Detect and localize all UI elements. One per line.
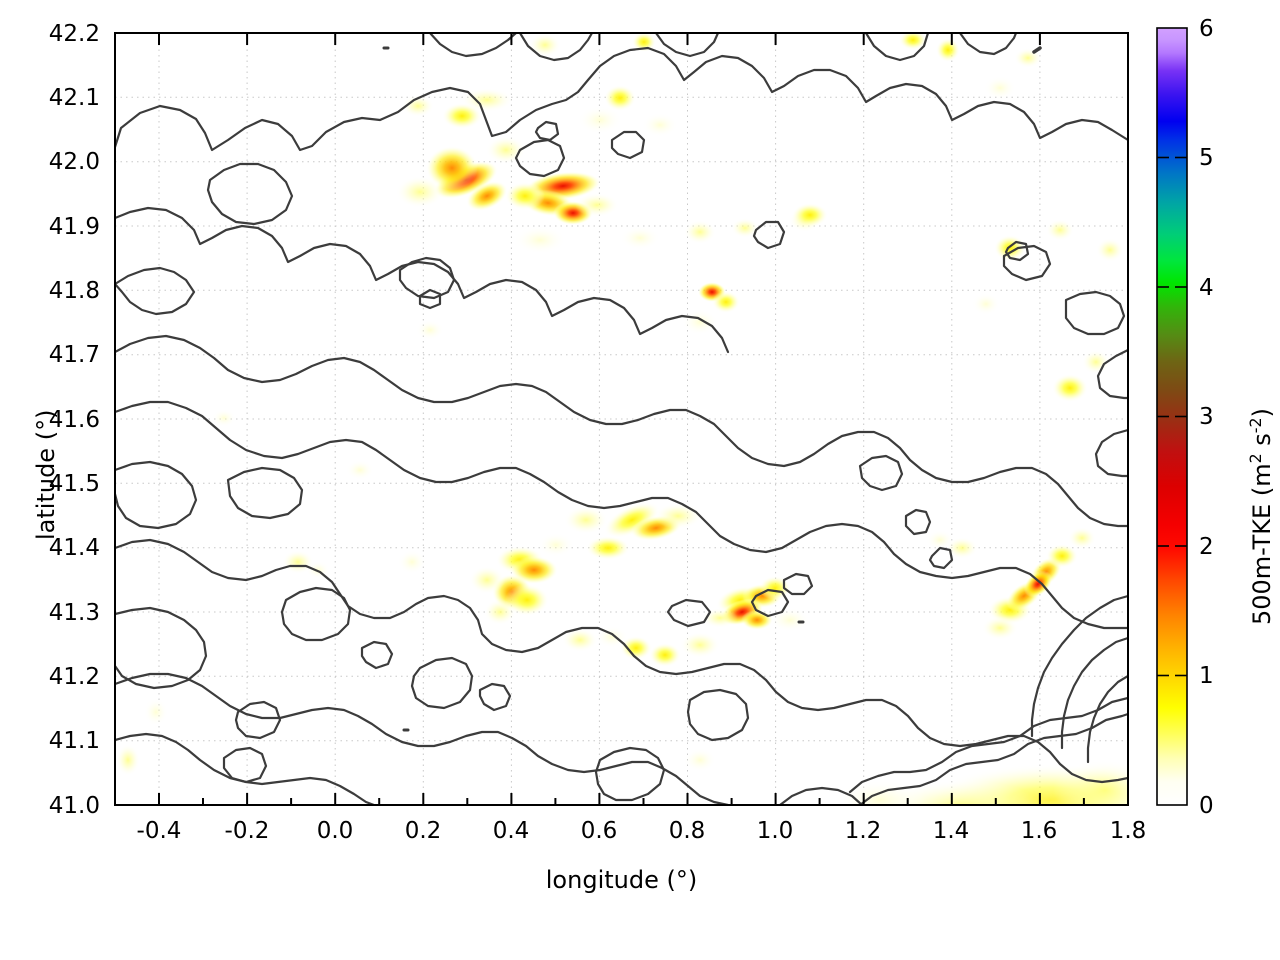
terrain-contours bbox=[115, 33, 1128, 805]
x-tick-label: 0.2 bbox=[404, 818, 442, 844]
x-tick-label: 0.0 bbox=[316, 818, 354, 844]
colorbar-title-mid: s bbox=[1248, 433, 1276, 454]
colorbar-title: 500m-TKE (m2 s-2) bbox=[1246, 408, 1276, 625]
y-tick-label: 41.0 bbox=[48, 793, 100, 819]
y-tick-label: 41.6 bbox=[48, 407, 100, 433]
colorbar-tick-label: 5 bbox=[1199, 145, 1214, 171]
colorbar-title-end: ) bbox=[1248, 408, 1276, 418]
colorbar-tick-label: 3 bbox=[1199, 404, 1214, 430]
colorbar-title-main: 500m-TKE (m bbox=[1248, 463, 1276, 625]
colorbar-title-exp1: 2 bbox=[1246, 453, 1265, 464]
y-tick-label: 41.7 bbox=[48, 342, 100, 368]
x-tick-label: 0.8 bbox=[668, 818, 706, 844]
x-tick-label: 1.4 bbox=[932, 818, 970, 844]
colorbar-title-exp2: -2 bbox=[1246, 417, 1265, 434]
y-tick-label: 41.8 bbox=[48, 278, 100, 304]
x-tick-label: 0.4 bbox=[492, 818, 530, 844]
y-tick-label: 41.5 bbox=[48, 471, 100, 497]
y-tick-label: 41.3 bbox=[48, 600, 100, 626]
colorbar-tick-label: 6 bbox=[1199, 16, 1214, 42]
x-tick-label: 0.6 bbox=[580, 818, 618, 844]
y-tick-label: 41.2 bbox=[48, 664, 100, 690]
y-tick-label: 42.1 bbox=[48, 85, 100, 111]
axis-ticks bbox=[114, 33, 1129, 805]
x-tick-label: 1.8 bbox=[1109, 818, 1147, 844]
y-tick-label: 42.2 bbox=[48, 21, 100, 47]
colorbar-tick-label: 0 bbox=[1199, 793, 1214, 819]
colorbar-ticks bbox=[1157, 156, 1187, 677]
x-tick-label: -0.2 bbox=[224, 818, 270, 844]
y-tick-label: 41.4 bbox=[48, 535, 100, 561]
x-tick-label: 1.2 bbox=[844, 818, 882, 844]
colorbar-tick-label: 1 bbox=[1199, 663, 1214, 689]
y-tick-label: 41.1 bbox=[48, 728, 100, 754]
y-axis-title: latitude (°) bbox=[32, 409, 60, 540]
y-tick-label: 41.9 bbox=[48, 214, 100, 240]
x-tick-label: -0.4 bbox=[136, 818, 182, 844]
x-tick-label: 1.6 bbox=[1020, 818, 1058, 844]
x-tick-label: 1.0 bbox=[756, 818, 794, 844]
colorbar-tick-label: 2 bbox=[1199, 534, 1214, 560]
x-axis-title: longitude (°) bbox=[545, 866, 698, 894]
y-tick-label: 42.0 bbox=[48, 149, 100, 175]
colorbar-tick-label: 4 bbox=[1199, 275, 1214, 301]
